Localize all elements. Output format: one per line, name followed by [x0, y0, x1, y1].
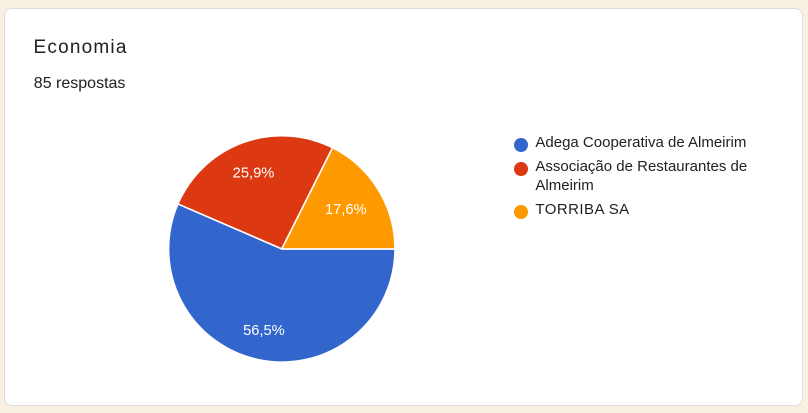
svg-text:56,5%: 56,5%: [243, 323, 285, 339]
svg-text:25,9%: 25,9%: [233, 166, 275, 182]
svg-text:17,6%: 17,6%: [325, 202, 367, 218]
